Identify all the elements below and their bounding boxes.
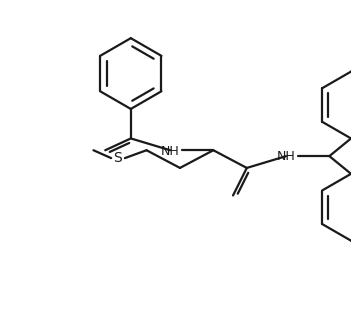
Text: S: S bbox=[113, 151, 121, 165]
Text: NH: NH bbox=[160, 145, 179, 158]
Text: NH: NH bbox=[276, 150, 295, 163]
